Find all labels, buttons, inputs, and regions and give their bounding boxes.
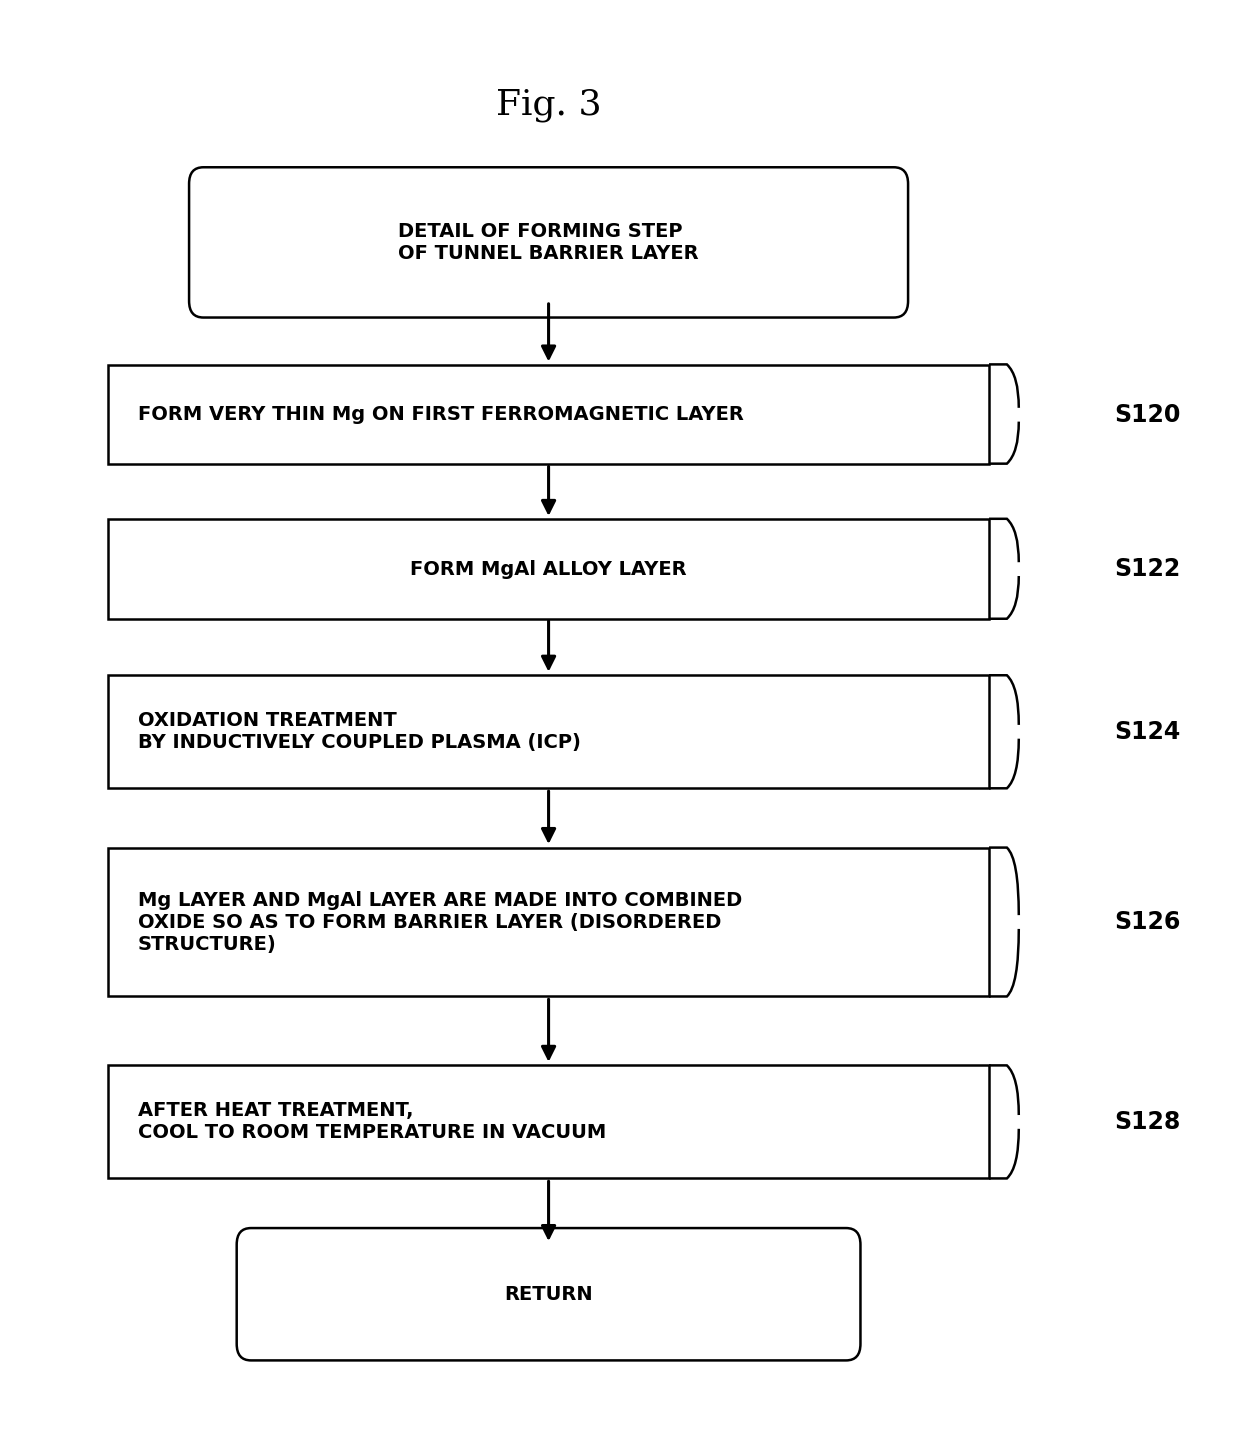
FancyBboxPatch shape (108, 847, 990, 997)
Text: S124: S124 (1114, 719, 1180, 744)
Text: OXIDATION TREATMENT
BY INDUCTIVELY COUPLED PLASMA (ICP): OXIDATION TREATMENT BY INDUCTIVELY COUPL… (138, 711, 580, 752)
Text: AFTER HEAT TREATMENT,
COOL TO ROOM TEMPERATURE IN VACUUM: AFTER HEAT TREATMENT, COOL TO ROOM TEMPE… (138, 1101, 606, 1143)
Text: RETURN: RETURN (505, 1285, 593, 1304)
Text: S120: S120 (1114, 402, 1180, 426)
FancyBboxPatch shape (108, 1066, 990, 1179)
Text: S128: S128 (1114, 1110, 1180, 1134)
FancyBboxPatch shape (108, 520, 990, 619)
FancyBboxPatch shape (108, 365, 990, 464)
Text: FORM MgAl ALLOY LAYER: FORM MgAl ALLOY LAYER (410, 560, 687, 579)
Text: Mg LAYER AND MgAl LAYER ARE MADE INTO COMBINED
OXIDE SO AS TO FORM BARRIER LAYER: Mg LAYER AND MgAl LAYER ARE MADE INTO CO… (138, 890, 742, 954)
FancyBboxPatch shape (237, 1228, 861, 1360)
Text: Fig. 3: Fig. 3 (496, 88, 601, 122)
Text: S122: S122 (1114, 557, 1180, 582)
FancyBboxPatch shape (188, 167, 908, 317)
FancyBboxPatch shape (108, 675, 990, 788)
Text: DETAIL OF FORMING STEP
OF TUNNEL BARRIER LAYER: DETAIL OF FORMING STEP OF TUNNEL BARRIER… (398, 223, 699, 263)
Text: S126: S126 (1114, 910, 1180, 933)
Text: FORM VERY THIN Mg ON FIRST FERROMAGNETIC LAYER: FORM VERY THIN Mg ON FIRST FERROMAGNETIC… (138, 405, 744, 424)
